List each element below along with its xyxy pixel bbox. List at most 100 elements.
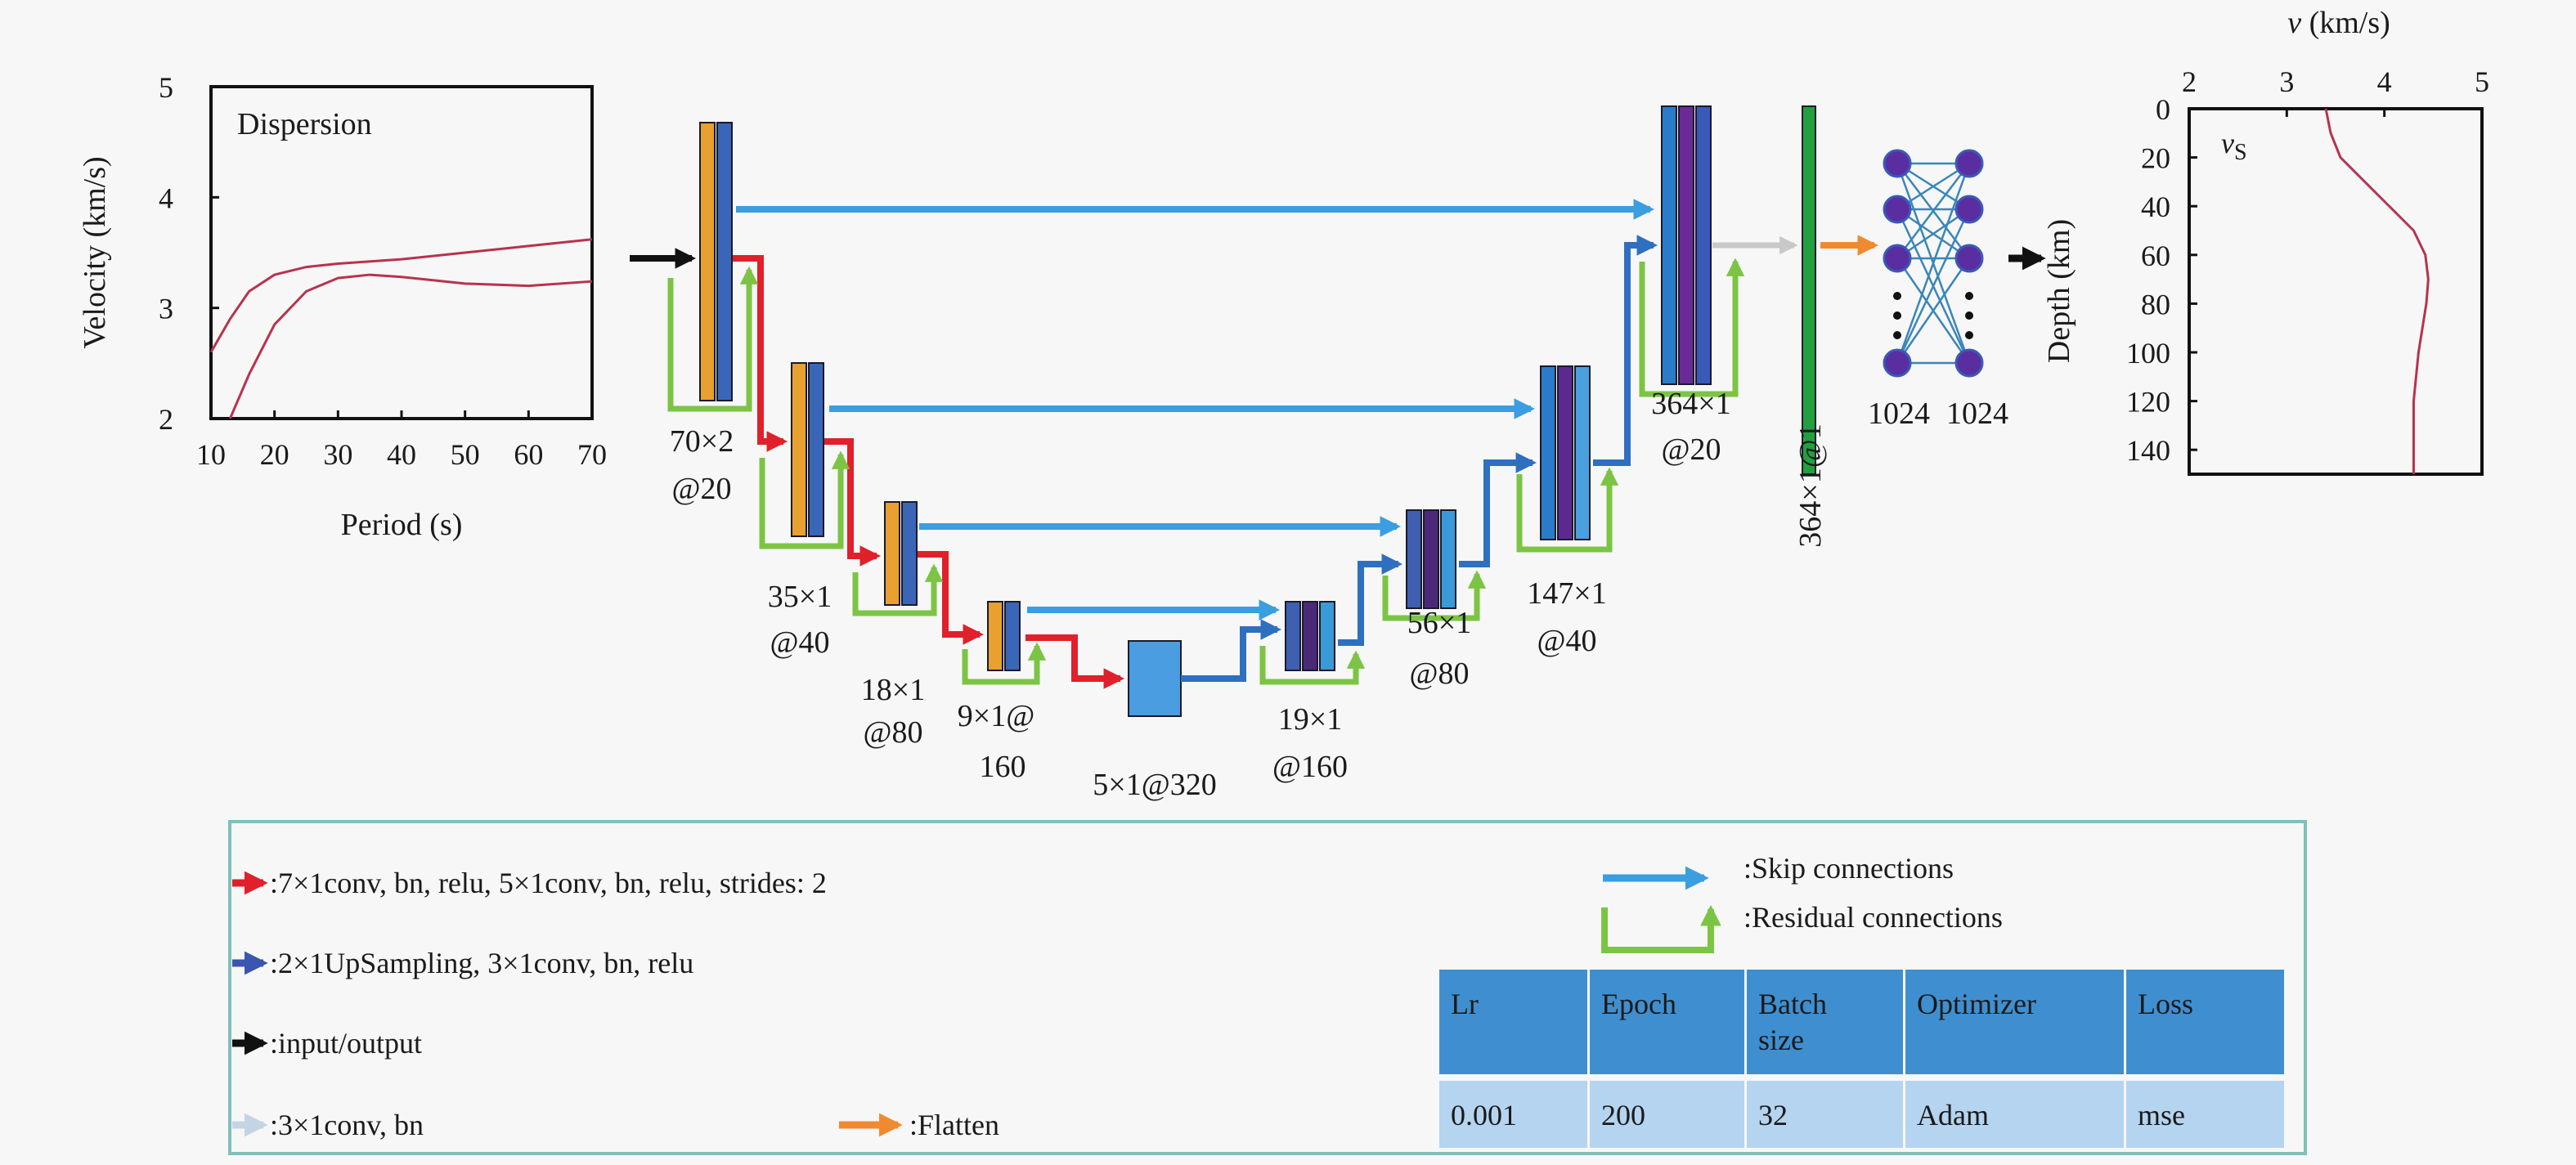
- dispersion-xtick: 60: [514, 438, 543, 471]
- legend-skip: :Skip connections: [1744, 852, 1954, 885]
- vs-curve-label: vS: [2221, 127, 2247, 165]
- encoder-2-conv-block: [791, 362, 807, 537]
- dispersion-xlabel: Period (s): [341, 508, 463, 542]
- dispersion-xtick: 20: [260, 438, 289, 471]
- encoder-4-channels: 160: [980, 750, 1026, 784]
- encoder-1-channels: @20: [672, 472, 732, 506]
- residual-connection-7: [1516, 467, 1619, 553]
- bottleneck-label: 5×1@320: [1093, 768, 1216, 802]
- dispersion-xtick: 10: [196, 438, 226, 471]
- encoder-1-size: 70×2: [670, 424, 734, 459]
- unet-network: [630, 105, 2046, 717]
- decoder-4-channels: @20: [1662, 432, 1721, 467]
- residual-connection-6: [1382, 570, 1487, 621]
- fc-connection: [1896, 163, 1970, 259]
- table-header-cell: [1905, 970, 2124, 1074]
- dispersion-ytick: 5: [159, 71, 173, 104]
- decoder-2-size: 56×1: [1407, 606, 1471, 640]
- decoder-3-size: 147×1: [1527, 576, 1606, 611]
- decoder-1-block-1: [1285, 601, 1301, 671]
- hyperparameter-table: Lr 0.001 Epoch 200 Batch size 32 Optimizer Adam L…: [1439, 970, 2284, 1148]
- vs-ytick: 140: [2126, 434, 2170, 467]
- residual-connection-5: [1259, 646, 1366, 685]
- dispersion-xtick: 40: [387, 438, 416, 471]
- encoder-2-size: 35×1: [768, 580, 832, 614]
- encoder-3-conv-block: [884, 501, 900, 606]
- residual-connection-1: [667, 266, 759, 412]
- vs-ytick: 20: [2141, 142, 2170, 175]
- fc-connection: [1896, 163, 1971, 364]
- dispersion-title: Dispersion: [237, 107, 372, 141]
- decoder-2-channels: @80: [1410, 656, 1470, 691]
- encoder-4-size: 9×1@: [958, 699, 1034, 733]
- dense-bar: [1802, 105, 1816, 475]
- ellipsis-dot: [1965, 311, 1973, 320]
- decoder-1-block-3: [1319, 601, 1335, 671]
- dispersion-curve-1: [209, 238, 593, 353]
- table-header-cell: [1747, 970, 1903, 1074]
- fc-input-size: 1024: [1868, 397, 1930, 431]
- table-cell: [1439, 1081, 1587, 1148]
- encoder-3-channels: @80: [864, 715, 923, 750]
- table-cell: [1747, 1081, 1903, 1148]
- upsample-arrow-1: [1181, 619, 1282, 682]
- decoder-4-block-1: [1661, 105, 1677, 385]
- encoder-1-conv-block: [699, 122, 716, 401]
- vs-ylabel: Depth (km): [2042, 219, 2076, 363]
- vs-curve: [2324, 108, 2430, 474]
- decoder-2-block-3: [1440, 509, 1456, 609]
- fc-input-node: [1883, 348, 1912, 378]
- decoder-2-block-2: [1423, 509, 1439, 609]
- decoder-3-channels: @40: [1537, 624, 1597, 658]
- residual-connection-4: [962, 642, 1047, 685]
- encoder-3-bn-block: [901, 501, 918, 606]
- legend-residual: :Residual connections: [1744, 901, 2003, 934]
- legend: :7×1conv, bn, relu, 5×1conv, bn, relu, s…: [228, 820, 2307, 1155]
- residual-connection-8: [1639, 258, 1745, 397]
- decoder-2-block-1: [1406, 509, 1422, 609]
- vs-xtick: 2: [2182, 65, 2197, 98]
- bottleneck-block: [1128, 640, 1182, 717]
- vs-xtick: 3: [2279, 65, 2294, 98]
- vs-ytick: 120: [2126, 386, 2170, 419]
- table-header-text: Optimizer: [1917, 988, 2036, 1020]
- upsample-arrow-4: [1593, 235, 1658, 466]
- fc-connection: [1896, 208, 1970, 260]
- dispersion-xtick: 30: [323, 438, 352, 471]
- decoder-4-size: 364×1: [1651, 387, 1730, 421]
- downsample-arrow-3: [918, 551, 985, 645]
- ellipsis-dot: [1893, 331, 1901, 339]
- vs-plot-frame: [2188, 107, 2484, 476]
- layer-labels: 70×2 @20 35×1 @40 18×1 @80 9×1@ 160 5×1@…: [670, 387, 2008, 802]
- encoder-4-bn-block: [1004, 601, 1021, 671]
- legend-io: :input/output: [270, 1027, 422, 1060]
- downsample-arrow-1: [733, 255, 788, 452]
- fc-input-node: [1883, 244, 1912, 273]
- table-header-cell: [1590, 970, 1744, 1074]
- decoder-4-block-3: [1695, 105, 1712, 385]
- vs-ytick: 60: [2141, 240, 2170, 272]
- encoder-3-size: 18×1: [861, 673, 925, 707]
- ellipsis-dot: [1893, 292, 1901, 300]
- legend-flatten: :Flatten: [909, 1109, 999, 1141]
- table-header-text: Loss: [2138, 988, 2193, 1020]
- fc-output-node: [1954, 348, 1984, 378]
- encoder-4-conv-block: [987, 601, 1003, 671]
- vs-xtick: 5: [2475, 65, 2489, 98]
- fc-input-node: [1883, 195, 1912, 224]
- table-cell-text: 200: [1601, 1099, 1645, 1131]
- encoder-1-bn-block: [716, 122, 733, 401]
- dispersion-ytick: 3: [159, 293, 173, 325]
- vs-profile-chart: v (km/s) Depth (km) vS 2 3 4 5 0 20 40 60 80 100 1…: [2042, 6, 2489, 476]
- dispersion-ytick: 4: [159, 181, 173, 214]
- ellipsis-dot: [1965, 331, 1973, 339]
- decoder-3-block-1: [1540, 365, 1556, 540]
- legend-upsample: :2×1UpSampling, 3×1conv, bn, relu: [270, 947, 693, 979]
- table-header-cell: [1439, 970, 1587, 1074]
- table-cell-text: 0.001: [1451, 1099, 1517, 1131]
- table-cell: [1590, 1081, 1744, 1148]
- residual-connection-3: [852, 563, 944, 616]
- legend-downsample: :7×1conv, bn, relu, 5×1conv, bn, relu, s…: [270, 867, 827, 899]
- encoder-2-channels: @40: [770, 625, 830, 660]
